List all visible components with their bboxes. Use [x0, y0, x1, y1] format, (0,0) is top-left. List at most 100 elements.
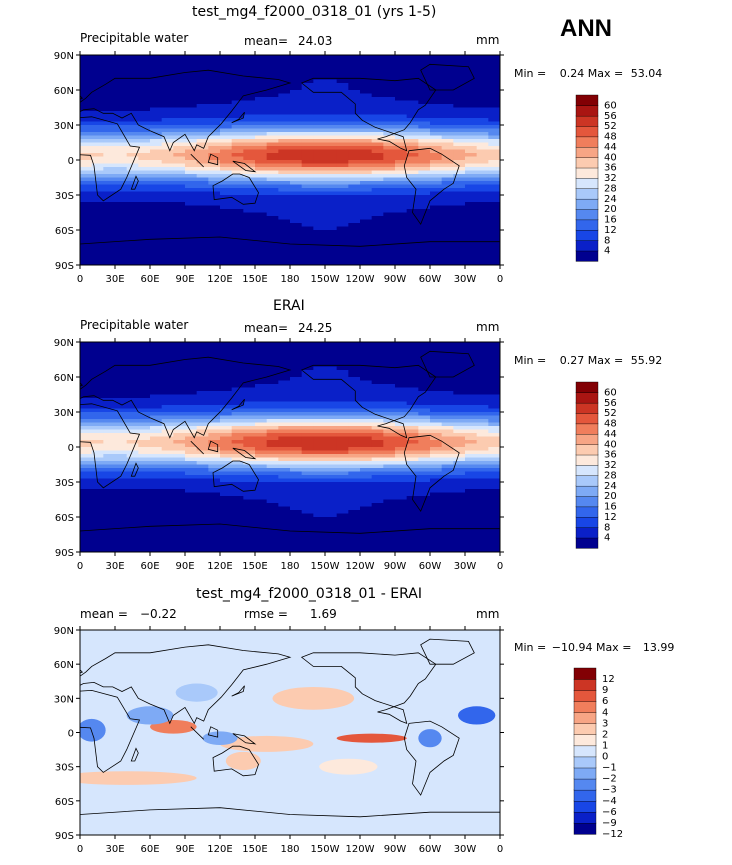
colorbar-swatch — [575, 115, 599, 127]
colorbar-swatch — [573, 767, 597, 780]
colorbar-tick-label: 28 — [604, 183, 617, 194]
panel3-ytick-label: 60N — [54, 660, 74, 671]
panel3-max-label: Max = — [595, 641, 632, 654]
panel1-xtick-label: 0 — [77, 274, 83, 285]
panel3-ytick-label: 60S — [55, 797, 74, 808]
panel2-ytick-label: 90S — [55, 548, 74, 559]
panel1-field — [80, 55, 500, 265]
colorbar-tick-label: 0 — [602, 752, 608, 763]
panel1-xtick-label: 150E — [242, 274, 267, 285]
colorbar-tick-label: 6 — [602, 696, 608, 707]
colorbar-swatch — [575, 250, 599, 262]
panel2-min-value: 0.27 — [559, 354, 585, 367]
colorbar-tick-label: 32 — [604, 460, 617, 471]
season-label: ANN — [560, 15, 612, 42]
colorbar-tick-label: 40 — [604, 439, 617, 450]
panel3-xtick-label: 150W — [311, 844, 340, 855]
panel3-field — [80, 630, 500, 835]
panel3-xtick-label: 60E — [140, 844, 159, 855]
colorbar-tick-label: 20 — [604, 491, 617, 502]
panel2-xtick-label: 120W — [346, 561, 375, 572]
colorbar-tick-label: 40 — [604, 152, 617, 163]
colorbar-swatch — [573, 822, 597, 835]
panel2-xtick-label: 60E — [140, 561, 159, 572]
colorbar-swatch — [575, 527, 599, 539]
colorbar-tick-label: 36 — [604, 163, 617, 174]
colorbar-tick-label: −9 — [602, 818, 617, 829]
panel1-xtick-label: 120W — [346, 274, 375, 285]
colorbar-tick-label: −6 — [602, 807, 617, 818]
panel1-xtick-label: 60E — [140, 274, 159, 285]
colorbar-tick-label: 16 — [604, 215, 617, 226]
panel3-units: mm — [476, 607, 500, 621]
colorbar-swatch — [573, 723, 597, 735]
colorbar-tick-label: −3 — [602, 785, 617, 796]
panel3-min-label: Min = — [514, 641, 547, 654]
panel2-xtick-label: 30W — [454, 561, 477, 572]
colorbar-tick-label: −4 — [602, 796, 617, 807]
panel1-title: test_mg4_f2000_0318_01 (yrs 1-5) — [192, 4, 437, 20]
panel3-xtick-label: 90W — [384, 844, 407, 855]
panel2-field — [80, 342, 500, 552]
panel2-variable-label: Precipitable water — [80, 318, 189, 332]
colorbar-tick-label: 44 — [604, 429, 617, 440]
colorbar-swatch — [575, 157, 599, 169]
colorbar-swatch — [575, 177, 599, 189]
panel1-xtick-label: 60W — [419, 274, 442, 285]
panel2-max-value: 55.92 — [630, 354, 663, 367]
colorbar-tick-label: 52 — [604, 121, 617, 132]
colorbar-swatch — [573, 689, 597, 702]
colorbar-swatch — [575, 475, 599, 487]
panel2-xtick-label: 0 — [497, 561, 503, 572]
colorbar-tick-label: 60 — [604, 100, 617, 111]
panel3-min-value: −10.94 — [551, 641, 593, 654]
panel3-xtick-label: 120E — [207, 844, 232, 855]
colorbar-swatch — [575, 167, 599, 179]
panel1-ytick-label: 60N — [54, 86, 74, 97]
colorbar-swatch — [575, 506, 599, 518]
colorbar-swatch — [575, 125, 599, 138]
panel2-mean-value: 24.25 — [298, 321, 333, 335]
panel3-xtick-label: 90E — [175, 844, 194, 855]
panel1-ytick-label: 60S — [55, 226, 74, 237]
colorbar-swatch — [573, 789, 597, 802]
panel3-mean-value: −0.22 — [140, 607, 177, 621]
colorbar-swatch — [575, 105, 599, 117]
colorbar-swatch — [573, 701, 597, 713]
panel3-max-value: 13.99 — [642, 641, 675, 654]
panel1-mean-value: 24.03 — [298, 34, 333, 48]
panel2-title: ERAI — [273, 298, 305, 314]
colorbar-swatch — [575, 208, 599, 221]
colorbar-tick-label: 24 — [604, 481, 617, 492]
panel1-ytick-label: 90S — [55, 261, 74, 272]
panel2-xtick-label: 60W — [419, 561, 442, 572]
panel2-units: mm — [476, 320, 500, 334]
panel2-map: 0 30E 60E 90E 120E 150E 180 150W 120W 90W 60W 30W 09… — [54, 338, 617, 572]
panel1-min-label: Min = — [514, 67, 547, 80]
colorbar-tick-label: 32 — [604, 173, 617, 184]
colorbar-tick-label: 48 — [604, 419, 617, 430]
panel3-xtick-label: 120W — [346, 844, 375, 855]
colorbar-swatch — [575, 423, 599, 435]
colorbar-tick-label: 8 — [604, 522, 610, 533]
colorbar-tick-label: 4 — [604, 246, 610, 257]
panel3-xtick-label: 60W — [419, 844, 442, 855]
colorbar-tick-label: 12 — [604, 512, 617, 523]
colorbar-tick-label: 44 — [604, 142, 617, 153]
colorbar-tick-label: 28 — [604, 470, 617, 481]
colorbar-tick-label: 36 — [604, 450, 617, 461]
colorbar-swatch — [573, 811, 597, 824]
panel2-ytick-label: 60S — [55, 513, 74, 524]
colorbar-swatch — [575, 495, 599, 508]
panel2-ytick-label: 0 — [68, 443, 74, 454]
panel2-xtick-label: 0 — [77, 561, 83, 572]
colorbar-swatch — [575, 516, 599, 528]
panel1-xtick-label: 30W — [454, 274, 477, 285]
colorbar-swatch — [575, 464, 599, 476]
colorbar-swatch — [575, 433, 599, 445]
colorbar-tick-label: 2 — [602, 729, 608, 740]
panel3-map: 0 30E 60E 90E 120E 150E 180 150W 120W 90W 60W 30W 09… — [54, 626, 623, 855]
